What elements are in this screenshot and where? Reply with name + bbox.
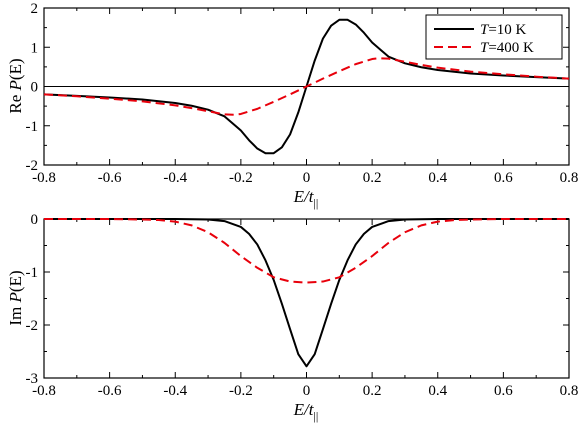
legend-box bbox=[425, 14, 563, 60]
x-tick-label: 0.8 bbox=[560, 170, 579, 186]
series-line-t-10-k bbox=[44, 218, 569, 368]
x-tick-label: -0.8 bbox=[32, 383, 56, 399]
y-tick-label: -3 bbox=[26, 371, 39, 387]
y-tick-label: -2 bbox=[26, 158, 39, 174]
y-axis-label: Re P(E) bbox=[6, 58, 25, 113]
series-line-t-400-k bbox=[44, 218, 569, 284]
x-tick-label: 0.6 bbox=[494, 170, 513, 186]
legend-label-t10: T=10 K bbox=[480, 22, 527, 38]
im-p-chart: -0.8 -0.6 -0.4 -0.2 0 0.2 0.4 0.6 0.8 -3 -2 -1 0 Im … bbox=[6, 212, 578, 423]
y-tick-label: -1 bbox=[26, 119, 39, 135]
x-axis-label: E/t|| bbox=[293, 400, 319, 423]
x-tick-label: 0.8 bbox=[560, 383, 579, 399]
tick-layer: -0.8 -0.6 -0.4 -0.2 0 0.2 0.4 0.6 0.8 -3 -2 -1 0 bbox=[26, 212, 579, 399]
x-tick-label: -0.4 bbox=[163, 383, 187, 399]
y-tick-label: 1 bbox=[31, 40, 39, 56]
series-layer bbox=[43, 18, 570, 155]
y-tick-label: -1 bbox=[26, 265, 39, 281]
y-tick-label: 0 bbox=[31, 80, 39, 96]
legend: T=10 K T=400 K bbox=[425, 14, 563, 60]
legend-label-t400: T=400 K bbox=[480, 40, 534, 56]
x-tick-label: 0 bbox=[303, 170, 311, 186]
series-layer bbox=[44, 218, 569, 368]
y-tick-label: 2 bbox=[31, 1, 39, 17]
x-tick-label: -0.6 bbox=[98, 170, 122, 186]
tick-layer: -0.8 -0.6 -0.4 -0.2 0 0.2 0.4 0.6 0.8 -2 -1 0 1 2 bbox=[26, 1, 579, 186]
y-axis-label: Im P(E) bbox=[6, 270, 25, 325]
y-tick-label: -2 bbox=[26, 318, 39, 334]
x-tick-label: 0.4 bbox=[428, 383, 447, 399]
x-tick-label: 0 bbox=[303, 383, 311, 399]
x-tick-label: 0.2 bbox=[363, 383, 382, 399]
x-tick-label: -0.8 bbox=[32, 170, 56, 186]
y-tick-label: 0 bbox=[31, 212, 39, 228]
x-tick-label: 0.6 bbox=[494, 383, 513, 399]
x-axis-label: E/t|| bbox=[293, 187, 319, 210]
x-tick-label: -0.2 bbox=[229, 383, 253, 399]
x-tick-label: -0.6 bbox=[98, 383, 122, 399]
x-tick-label: -0.2 bbox=[229, 170, 253, 186]
x-tick-label: -0.4 bbox=[163, 170, 187, 186]
x-tick-label: 0.4 bbox=[428, 170, 447, 186]
series-line-t-400-k bbox=[43, 57, 570, 116]
x-tick-label: 0.2 bbox=[363, 170, 382, 186]
plot-frame bbox=[43, 218, 570, 379]
re-p-chart: -0.8 -0.6 -0.4 -0.2 0 0.2 0.4 0.6 0.8 -2 -1 0 1 2 Re … bbox=[6, 1, 578, 210]
